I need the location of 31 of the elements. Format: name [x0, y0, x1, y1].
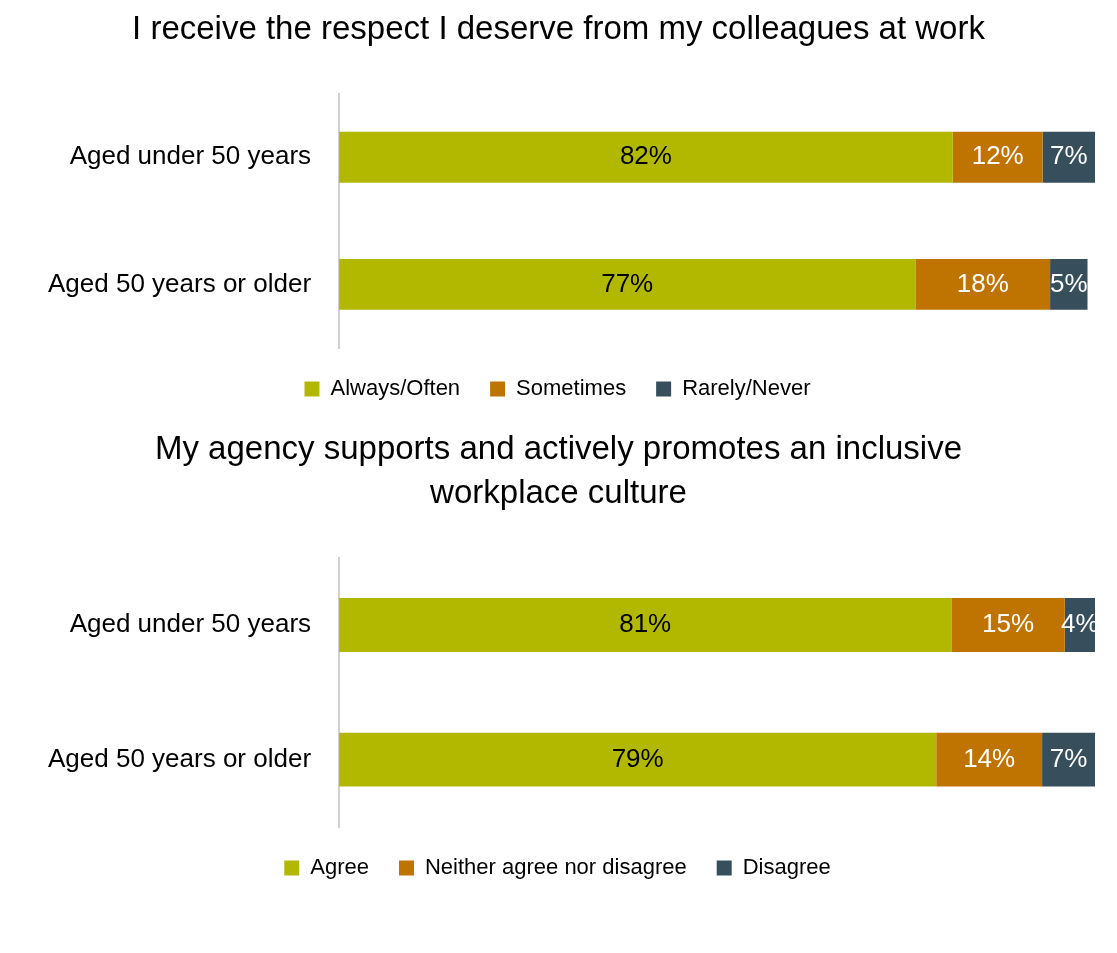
- data-label: 81%: [619, 608, 672, 639]
- data-label: 7%: [1049, 742, 1088, 773]
- bar: [936, 732, 1043, 787]
- legend-label: Rarely/Never: [682, 375, 811, 401]
- bar: [952, 131, 1043, 183]
- data-label: 15%: [982, 608, 1035, 639]
- data-label: 12%: [971, 140, 1024, 171]
- bar: [339, 258, 916, 310]
- data-label: 77%: [601, 267, 654, 298]
- bar: [339, 598, 952, 652]
- y-tick-label: Aged 50 years or older: [48, 742, 312, 773]
- bar: [339, 131, 953, 183]
- y-tick-label: Aged under 50 years: [69, 608, 312, 639]
- bar: [339, 732, 937, 787]
- bar: [1042, 732, 1095, 787]
- y-tick-label: Aged under 50 years: [69, 140, 312, 171]
- y-tick-label: Aged 50 years or older: [48, 267, 312, 298]
- data-label: 18%: [956, 267, 1009, 298]
- data-label: 82%: [619, 140, 672, 171]
- data-label: 7%: [1050, 140, 1088, 171]
- legend-label: Sometimes: [516, 375, 627, 401]
- bar: [915, 258, 1051, 310]
- chart-title: I receive the respect I deserve from my colleagues at work: [131, 8, 986, 48]
- legend-label: Agree: [310, 854, 369, 880]
- chart-title: My agency supports and actively promotes an inclusive workplace culture: [153, 428, 964, 512]
- legend-label: Always/Often: [330, 375, 461, 401]
- data-label: 5%: [1050, 267, 1088, 298]
- legend-label: Neither agree nor disagree: [424, 854, 687, 880]
- data-label: 79%: [611, 742, 664, 773]
- data-label: 14%: [963, 742, 1016, 773]
- legend-label: Disagree: [742, 854, 831, 880]
